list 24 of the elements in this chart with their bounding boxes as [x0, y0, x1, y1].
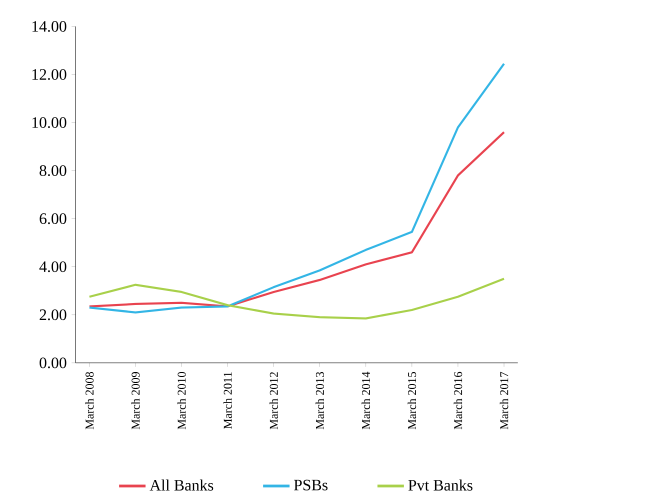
- x-tick-label: March 2013: [316, 372, 324, 430]
- line-series: [88, 62, 506, 314]
- legend-label: Pvt Banks: [408, 479, 472, 491]
- y-tick-label: 14.00: [32, 21, 66, 32]
- line-series: [88, 131, 506, 308]
- y-tick-label: 0.00: [40, 357, 66, 368]
- x-tick-label: March 2012: [269, 372, 278, 430]
- x-tick-label: March 2014: [362, 372, 370, 430]
- legend-label: All Banks: [150, 479, 214, 491]
- x-tick-label: March 2016: [454, 372, 462, 430]
- y-tick-label: 2.00: [40, 309, 66, 320]
- x-tick-label: March 2009: [131, 372, 140, 430]
- y-tick-label: 4.00: [39, 261, 66, 272]
- y-tick-label: 10.00: [32, 117, 66, 128]
- x-tick-label: March 2008: [85, 372, 94, 430]
- x-tick-label: March 2015: [408, 372, 416, 430]
- y-tick-label: 12.00: [32, 69, 66, 80]
- y-tick-label: 6.00: [40, 213, 66, 224]
- line-series: [88, 278, 506, 320]
- x-tick-label: March 2010: [177, 372, 186, 430]
- x-tick-label: March 2011: [223, 372, 232, 429]
- x-tick-label: March 2017: [500, 372, 508, 430]
- y-tick-label: 8.00: [40, 165, 66, 176]
- legend-label: PSBs: [294, 480, 328, 490]
